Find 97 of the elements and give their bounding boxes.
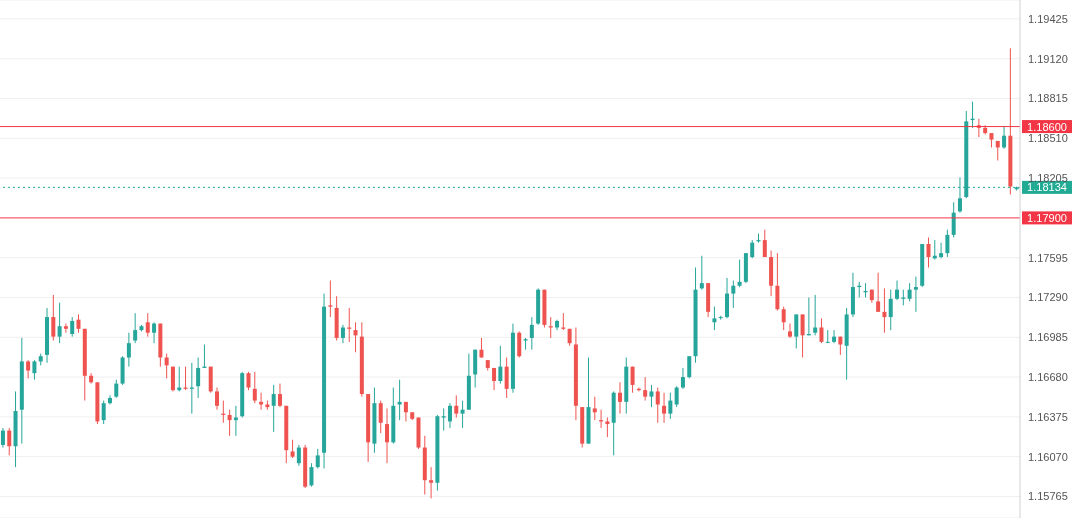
candlestick: [328, 280, 333, 318]
candlestick: [882, 287, 887, 334]
y-tick-label: 1.16070: [1028, 450, 1068, 463]
candlestick: [145, 312, 150, 338]
candlestick: [315, 448, 320, 469]
candlestick: [70, 316, 75, 338]
candlestick: [164, 353, 169, 379]
y-tick-label: 1.17290: [1028, 291, 1068, 304]
y-tick-label: 1.16680: [1028, 370, 1068, 383]
candlestick: [939, 242, 944, 259]
ref-line-label: 1.17900: [1027, 211, 1067, 224]
candlestick: [498, 345, 503, 385]
candlestick: [787, 323, 792, 339]
candlestick: [951, 201, 956, 238]
candlestick: [674, 385, 679, 408]
y-tick-label: 1.17595: [1028, 251, 1068, 264]
y-tick-label: 1.18815: [1028, 92, 1068, 105]
candlestick: [888, 289, 893, 331]
candlestick: [775, 252, 780, 312]
candlestick: [340, 324, 345, 344]
candlestick: [737, 259, 742, 288]
candlestick: [114, 379, 119, 399]
candlestick: [687, 355, 692, 379]
candlestick: [309, 462, 314, 488]
candlestick: [825, 329, 830, 344]
candlestick: [731, 280, 736, 309]
candlestick: [662, 392, 667, 424]
candlestick: [32, 359, 37, 381]
candlestick: [592, 396, 597, 421]
y-tick-label: 1.16985: [1028, 331, 1068, 344]
y-tick-label: 1.19120: [1028, 52, 1068, 65]
candlestick: [819, 317, 824, 344]
candlestick: [712, 306, 717, 331]
candlestick: [152, 321, 157, 344]
candlestick: [271, 384, 276, 433]
candlestick: [517, 330, 522, 359]
candlestick: [290, 439, 295, 459]
candlestick: [196, 357, 201, 399]
candlestick: [668, 392, 673, 420]
candlestick: [89, 372, 94, 385]
candlestick: [655, 387, 660, 424]
candlestick: [76, 313, 81, 334]
candlestick: [385, 407, 390, 464]
y-tick-label: 1.19425: [1028, 12, 1068, 25]
candlestick: [895, 280, 900, 301]
candlestick: [277, 383, 282, 408]
candlestick: [762, 229, 767, 258]
candlestick: [447, 402, 452, 429]
candlestick: [479, 337, 484, 359]
candlestick: [504, 357, 509, 399]
candlestick: [133, 312, 138, 344]
candlestick: [215, 387, 220, 411]
candlestick: [227, 409, 232, 437]
candlestick: [529, 316, 534, 351]
candlestick: [63, 323, 68, 334]
candlestick: [454, 394, 459, 419]
candlestick: [378, 400, 383, 434]
candlestick: [781, 306, 786, 331]
candlestick: [680, 367, 685, 390]
candlestick: [101, 400, 106, 425]
candlestick: [170, 366, 175, 392]
candlestick: [246, 371, 251, 391]
candlestick: [699, 255, 704, 291]
candlestick: [605, 417, 610, 438]
candlestick: [429, 466, 434, 499]
ref-line-label: 1.18600: [1027, 120, 1067, 133]
candlestick: [26, 359, 31, 379]
y-tick-label: 1.16375: [1028, 410, 1068, 423]
candlestick: [630, 366, 635, 394]
candlestick: [460, 400, 465, 429]
candlestick: [649, 384, 654, 408]
candlestick: [907, 282, 912, 302]
candlestick: [813, 294, 818, 336]
candlestick: [832, 329, 837, 344]
candlestick: [794, 313, 799, 349]
candlestick: [126, 332, 131, 368]
candlestick: [296, 444, 301, 467]
candlestick: [617, 381, 622, 415]
candlestick: [725, 277, 730, 319]
candlestick: [800, 313, 805, 359]
candlestick: [252, 371, 257, 404]
y-tick-label: 1.18510: [1028, 132, 1068, 145]
y-tick-label: 1.15765: [1028, 490, 1068, 503]
candlestick: [643, 376, 648, 402]
candlestick: [926, 236, 931, 268]
candlestick: [750, 239, 755, 259]
candlestick: [876, 272, 881, 313]
candlestick: [0, 427, 5, 449]
candlestick: [441, 407, 446, 432]
candlestick: [945, 229, 950, 258]
candlestick: [51, 294, 56, 342]
candlestick: [7, 427, 12, 456]
candlestick: [353, 321, 358, 353]
candlestick: [57, 302, 62, 344]
candlestick: [913, 276, 918, 313]
candlestick: [1002, 126, 1007, 150]
candlestick: [548, 316, 553, 339]
